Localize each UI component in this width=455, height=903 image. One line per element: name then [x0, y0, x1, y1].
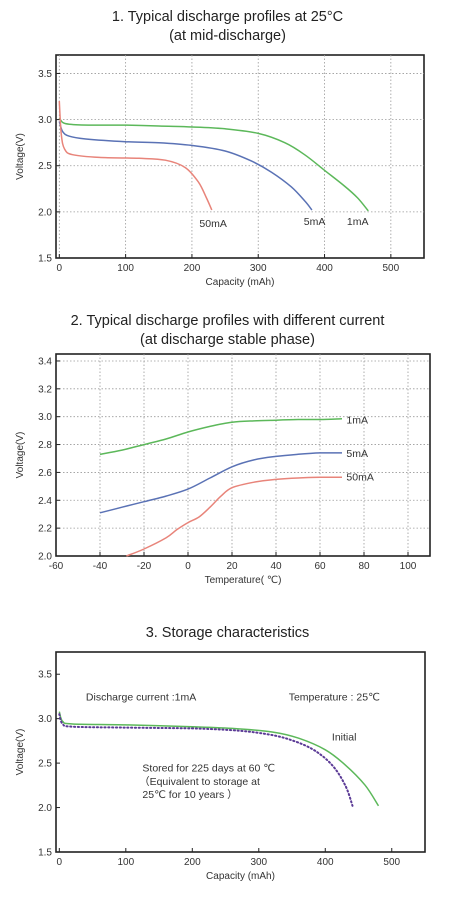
x-axis-label: Capacity (mAh) [206, 871, 275, 882]
annotation-text: 25℃ for 10 years ） [142, 789, 237, 801]
x-tick-label: 0 [185, 561, 191, 572]
series-line-5ma [99, 452, 343, 514]
y-tick-label: 2.2 [38, 524, 52, 535]
series-label: 5mA [346, 448, 368, 460]
chart3-storage: 0 100 200 300 400 500 1.5 2.0 2.5 3.0 3.5 Capacity … [15, 651, 426, 882]
x-tick-label: 200 [184, 857, 201, 868]
x-tick-label: 0 [57, 857, 63, 868]
x-tick-label: 100 [117, 263, 134, 274]
y-axis-label: Voltage(V) [15, 432, 26, 479]
y-tick-label: 3.2 [38, 384, 52, 395]
y-tick-label: 3.5 [38, 69, 52, 80]
x-axis-label: Capacity (mAh) [206, 277, 275, 288]
plot-frame [55, 651, 426, 853]
series-label: 50mA [346, 472, 373, 484]
x-tick-label: 40 [270, 561, 282, 572]
y-tick-label: 1.5 [38, 254, 52, 265]
chart1-discharge-capacity: 0 100 200 300 400 500 1.5 2.0 2.5 3.0 3.5 Capacity … [15, 54, 425, 288]
chart3-title: 3. Storage characteristics [145, 625, 310, 641]
x-tick-label: -20 [137, 561, 152, 572]
series-line-5ma [58, 121, 313, 211]
y-tick-label: 2.8 [38, 440, 52, 451]
x-tick-label: 60 [314, 561, 326, 572]
plot-frame [55, 353, 431, 557]
y-axis-label: Voltage(V) [15, 133, 26, 180]
y-tick-label: 3.4 [38, 356, 52, 367]
y-tick-label: 2.0 [38, 803, 52, 814]
chart1-subtitle: (at mid-discharge) [169, 28, 286, 44]
annotation-text: Initial [332, 731, 357, 743]
y-tick-label: 2.0 [38, 207, 52, 218]
series-line-stored [58, 713, 354, 807]
x-tick-label: -60 [49, 561, 64, 572]
series-line-1ma [99, 418, 343, 456]
y-tick-label: 3.0 [38, 115, 52, 126]
chart2-subtitle: (at discharge stable phase) [140, 332, 315, 348]
x-tick-label: 300 [250, 263, 267, 274]
x-tick-label: 400 [316, 263, 333, 274]
series-label: 50mA [199, 218, 226, 230]
x-tick-label: 400 [317, 857, 334, 868]
x-axis-label: Temperature( ℃) [205, 575, 282, 586]
y-tick-label: 3.5 [38, 670, 52, 681]
annotation-text: Stored for 225 days at 60 ℃ [142, 763, 275, 775]
series-line-50ma [126, 476, 343, 557]
chart2-title: 2. Typical discharge profiles with diffe… [70, 313, 385, 329]
y-tick-label: 2.5 [38, 161, 52, 172]
series-line-50ma [58, 101, 213, 211]
series-line-initial [58, 711, 380, 807]
annotation-text: Temperature : 25℃ [289, 691, 380, 703]
x-tick-label: 100 [400, 561, 417, 572]
series-label: 5mA [304, 216, 326, 228]
series-label: 1mA [346, 414, 368, 426]
x-tick-label: 200 [184, 263, 201, 274]
chart1-title: 1. Typical discharge profiles at 25°C [111, 9, 344, 25]
x-tick-label: 300 [250, 857, 267, 868]
y-tick-label: 2.0 [38, 552, 52, 563]
series-line-1ma [58, 117, 369, 212]
y-tick-label: 3.0 [38, 714, 52, 725]
y-tick-label: 3.0 [38, 412, 52, 423]
x-tick-label: 0 [57, 263, 63, 274]
x-tick-label: 100 [117, 857, 134, 868]
series-label: 1mA [347, 216, 369, 228]
y-tick-label: 2.5 [38, 759, 52, 770]
x-tick-label: -40 [93, 561, 108, 572]
x-tick-label: 500 [383, 857, 400, 868]
x-tick-label: 20 [226, 561, 238, 572]
x-tick-label: 80 [358, 561, 370, 572]
annotation-text: Discharge current :1mA [86, 691, 196, 703]
chart2-discharge-temperature: -60 -40 -20 0 20 40 60 80 100 2.0 2.2 2.4 2.6 2.8 3.0 3… [15, 353, 431, 586]
y-axis-label: Voltage(V) [15, 729, 26, 776]
y-tick-label: 1.5 [38, 848, 52, 859]
annotation-text: （Equivalent to storage at [139, 776, 260, 788]
x-tick-label: 500 [383, 263, 400, 274]
y-tick-label: 2.4 [38, 496, 52, 507]
y-tick-label: 2.6 [38, 468, 52, 479]
